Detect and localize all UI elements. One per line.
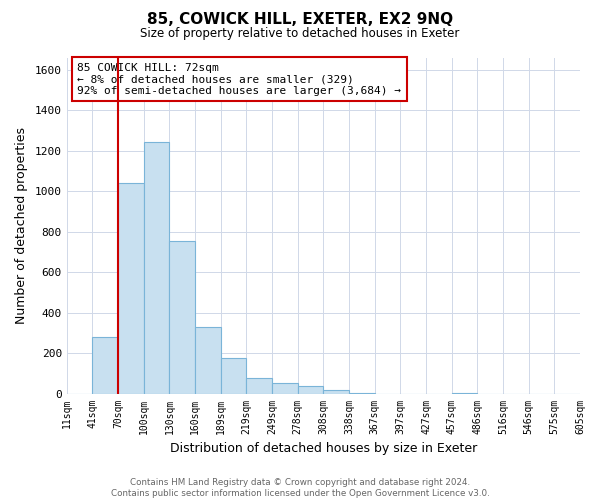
Bar [247, 378, 272, 394]
Bar [118, 183, 144, 394]
Bar [452, 392, 478, 394]
Bar [144, 142, 169, 394]
Bar [298, 386, 323, 394]
Text: 85 COWICK HILL: 72sqm
← 8% of detached houses are smaller (329)
92% of semi-deta: 85 COWICK HILL: 72sqm ← 8% of detached h… [77, 62, 401, 96]
Bar [349, 392, 375, 394]
Bar [323, 390, 349, 394]
Text: Contains HM Land Registry data © Crown copyright and database right 2024.
Contai: Contains HM Land Registry data © Crown c… [110, 478, 490, 498]
Bar [272, 384, 298, 394]
Bar [195, 326, 221, 394]
Bar [92, 337, 118, 394]
X-axis label: Distribution of detached houses by size in Exeter: Distribution of detached houses by size … [170, 442, 477, 455]
Bar [169, 240, 195, 394]
Bar [221, 358, 247, 394]
Y-axis label: Number of detached properties: Number of detached properties [15, 127, 28, 324]
Text: Size of property relative to detached houses in Exeter: Size of property relative to detached ho… [140, 28, 460, 40]
Text: 85, COWICK HILL, EXETER, EX2 9NQ: 85, COWICK HILL, EXETER, EX2 9NQ [147, 12, 453, 28]
